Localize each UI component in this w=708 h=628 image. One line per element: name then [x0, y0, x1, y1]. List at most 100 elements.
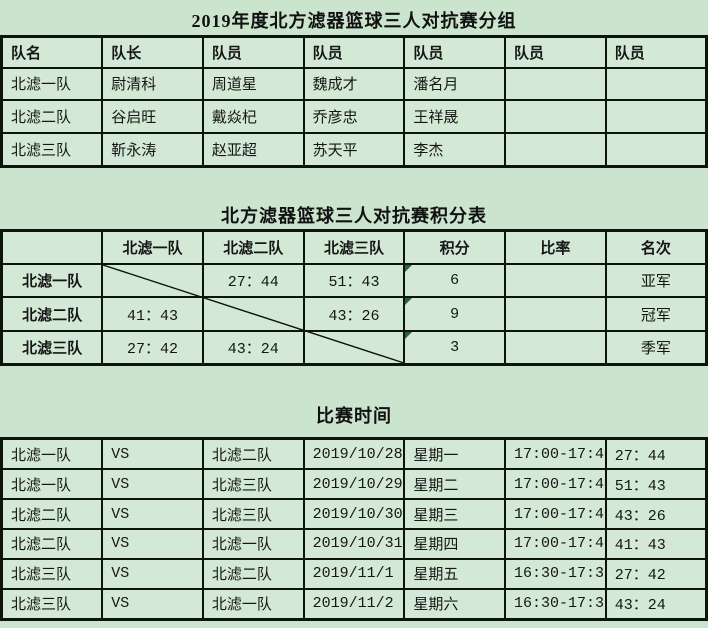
vs-cell: VS [101, 437, 204, 471]
table-row: 北滤二队 谷启旺 戴焱杞 乔彦忠 王祥晟 [0, 99, 708, 134]
column-header: 北滤三队 [302, 229, 406, 266]
player-cell: 苏天平 [302, 132, 406, 168]
diagonal-cell [101, 263, 204, 299]
score-table-wrap: 北滤一队 北滤二队 北滤三队 积分 比率 名次 北滤一队 27：44 51：43… [0, 229, 708, 366]
result-cell: 27：42 [604, 557, 708, 590]
vs-cell: VS [101, 468, 204, 501]
player-cell: 魏成才 [302, 66, 406, 102]
player-cell: 乔彦忠 [302, 99, 406, 134]
home-team-cell: 北滤三队 [0, 587, 104, 621]
result-cell: 43：26 [604, 498, 708, 530]
weekday-cell: 星期二 [403, 468, 507, 501]
time-cell: 17:00-17:40 [504, 498, 607, 530]
vs-cell: VS [101, 557, 204, 590]
score-cell: 43：24 [201, 329, 305, 366]
vs-cell: VS [101, 498, 204, 530]
column-header: 比率 [504, 229, 607, 266]
column-header: 北滤二队 [201, 229, 305, 266]
group-table: 队名 队长 队员 队员 队员 队员 队员 北滤一队 尉清科 周道星 魏成才 潘名… [0, 35, 708, 168]
table-row: 北滤一队 VS 北滤二队 2019/10/28 星期一 17:00-17:40 … [0, 437, 708, 471]
score-cell: 43：26 [302, 296, 406, 332]
player-cell: 李杰 [403, 132, 507, 168]
home-team-cell: 北滤二队 [0, 527, 104, 560]
time-cell: 16:30-17:30 [504, 557, 607, 590]
result-cell: 27：44 [604, 437, 708, 471]
table-row: 北滤三队 VS 北滤一队 2019/11/2 星期六 16:30-17:30 4… [0, 587, 708, 621]
rank-cell: 冠军 [604, 296, 708, 332]
column-header: 队员 [201, 35, 305, 69]
home-team-cell: 北滤二队 [0, 498, 104, 530]
column-header [0, 229, 104, 266]
time-cell: 16:30-17:30 [504, 587, 607, 621]
ratio-cell [504, 296, 607, 332]
score-table-title: 北方滤器篮球三人对抗赛积分表 [221, 206, 487, 226]
column-header: 积分 [403, 229, 507, 266]
column-header: 北滤一队 [101, 229, 204, 266]
table-row: 北滤三队 27：42 43：24 3 季军 [0, 329, 708, 366]
player-cell: 赵亚超 [201, 132, 305, 168]
weekday-cell: 星期三 [403, 498, 507, 530]
result-cell: 51：43 [604, 468, 708, 501]
table-row: 北滤一队 VS 北滤三队 2019/10/29 星期二 17:00-17:40 … [0, 468, 708, 501]
table-row: 北滤二队 41：43 43：26 9 冠军 [0, 296, 708, 332]
table-row: 北滤二队 VS 北滤一队 2019/10/31 星期四 17:00-17:40 … [0, 527, 708, 560]
score-cell: 51：43 [302, 263, 406, 299]
score-table: 北滤一队 北滤二队 北滤三队 积分 比率 名次 北滤一队 27：44 51：43… [0, 229, 708, 366]
result-cell: 41：43 [604, 527, 708, 560]
group-table-header-row: 队名 队长 队员 队员 队员 队员 队员 [0, 35, 708, 69]
schedule-table: 北滤一队 VS 北滤二队 2019/10/28 星期一 17:00-17:40 … [0, 437, 708, 621]
player-cell [604, 66, 708, 102]
captain-cell: 尉清科 [101, 66, 204, 102]
away-team-cell: 北滤三队 [201, 498, 305, 530]
time-cell: 17:00-17:40 [504, 437, 607, 471]
score-cell: 41：43 [101, 296, 204, 332]
away-team-cell: 北滤一队 [201, 587, 305, 621]
score-cell: 27：44 [201, 263, 305, 299]
date-cell: 2019/11/2 [302, 587, 406, 621]
team-name-cell: 北滤二队 [0, 99, 104, 134]
diagonal-cell [302, 329, 406, 366]
diagonal-cell [201, 296, 305, 332]
player-cell: 王祥晟 [403, 99, 507, 134]
ratio-cell [504, 263, 607, 299]
time-cell: 17:00-17:40 [504, 468, 607, 501]
points-cell: 9 [403, 296, 507, 332]
date-cell: 2019/11/1 [302, 557, 406, 590]
table-row: 北滤一队 尉清科 周道星 魏成才 潘名月 [0, 66, 708, 102]
weekday-cell: 星期五 [403, 557, 507, 590]
points-cell: 3 [403, 329, 507, 366]
captain-cell: 谷启旺 [101, 99, 204, 134]
row-label-cell: 北滤三队 [0, 329, 104, 366]
away-team-cell: 北滤二队 [201, 437, 305, 471]
player-cell [604, 132, 708, 168]
score-cell: 27：42 [101, 329, 204, 366]
column-header: 队员 [504, 35, 607, 69]
date-cell: 2019/10/29 [302, 468, 406, 501]
home-team-cell: 北滤三队 [0, 557, 104, 590]
vs-cell: VS [101, 587, 204, 621]
away-team-cell: 北滤二队 [201, 557, 305, 590]
table-row: 北滤一队 27：44 51：43 6 亚军 [0, 263, 708, 299]
row-label-cell: 北滤一队 [0, 263, 104, 299]
column-header: 队长 [101, 35, 204, 69]
player-cell: 戴焱杞 [201, 99, 305, 134]
date-cell: 2019/10/28 [302, 437, 406, 471]
away-team-cell: 北滤一队 [201, 527, 305, 560]
home-team-cell: 北滤一队 [0, 468, 104, 501]
table-row: 北滤二队 VS 北滤三队 2019/10/30 星期三 17:00-17:40 … [0, 498, 708, 530]
player-cell [604, 99, 708, 134]
player-cell [504, 132, 607, 168]
away-team-cell: 北滤三队 [201, 468, 305, 501]
score-table-header-row: 北滤一队 北滤二队 北滤三队 积分 比率 名次 [0, 229, 708, 266]
player-cell [504, 99, 607, 134]
team-name-cell: 北滤三队 [0, 132, 104, 168]
time-cell: 17:00-17:40 [504, 527, 607, 560]
date-cell: 2019/10/31 [302, 527, 406, 560]
points-cell: 6 [403, 263, 507, 299]
column-header: 队员 [302, 35, 406, 69]
player-cell: 周道星 [201, 66, 305, 102]
vs-cell: VS [101, 527, 204, 560]
player-cell: 潘名月 [403, 66, 507, 102]
result-cell: 43：24 [604, 587, 708, 621]
